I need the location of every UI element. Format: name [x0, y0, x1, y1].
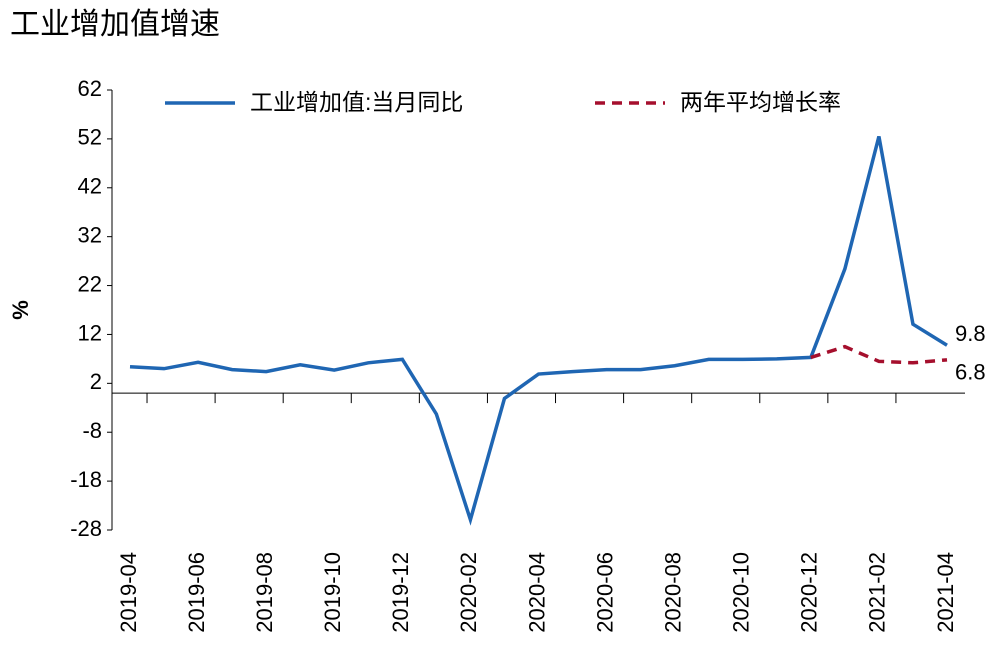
x-tick-label: 2020-08 — [660, 552, 685, 633]
x-tick-label: 2020-04 — [524, 552, 549, 633]
x-tick-label: 2019-12 — [388, 552, 413, 633]
series-line — [129, 136, 948, 526]
y-tick-label: 2 — [90, 369, 102, 394]
y-tick-label: 62 — [78, 76, 102, 101]
x-tick-label: 2020-10 — [729, 552, 754, 633]
chart-title: 工业增加值增速 — [10, 7, 220, 42]
data-label: 9.8 — [955, 321, 986, 346]
x-tick-label: 2019-08 — [252, 552, 277, 633]
x-tick-label: 2019-10 — [320, 552, 345, 633]
x-tick-label: 2020-12 — [797, 552, 822, 633]
y-tick-label: 52 — [78, 125, 102, 150]
legend-label: 两年平均增长率 — [680, 89, 841, 115]
legend-label: 工业增加值:当月同比 — [250, 89, 463, 115]
series-line — [810, 344, 948, 365]
x-tick-label: 2020-06 — [592, 552, 617, 633]
y-tick-label: -28 — [70, 516, 102, 541]
x-tick-label: 2019-06 — [184, 552, 209, 633]
x-tick-label: 2021-04 — [933, 552, 958, 633]
y-tick-label: -8 — [82, 418, 102, 443]
y-tick-label: -18 — [70, 467, 102, 492]
y-tick-label: 32 — [78, 222, 102, 247]
x-tick-label: 2020-02 — [456, 552, 481, 633]
y-tick-label: 12 — [78, 320, 102, 345]
y-axis-label: % — [8, 300, 33, 320]
y-tick-label: 22 — [78, 271, 102, 296]
x-tick-label: 2019-04 — [116, 552, 141, 633]
y-tick-label: 42 — [78, 174, 102, 199]
x-tick-label: 2021-02 — [865, 552, 890, 633]
data-label: 6.8 — [955, 360, 986, 385]
